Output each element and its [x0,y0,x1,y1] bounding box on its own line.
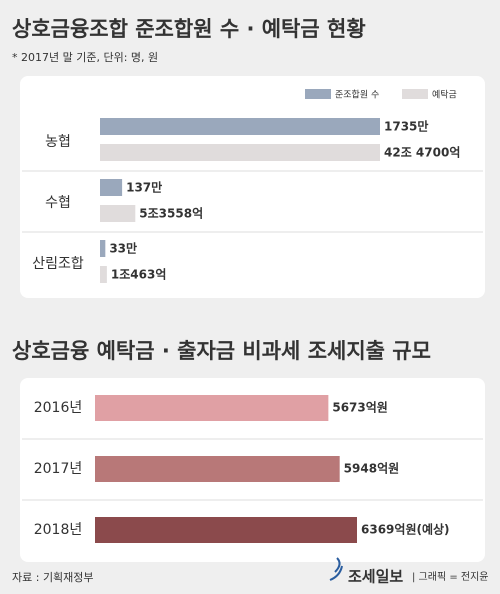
brand: 조세일보 [348,568,403,586]
chart-subtitle: * 2017년 말 기준, 단위: 명, 원 [12,51,158,64]
value-label: 5948억원 [344,462,399,476]
source: 자료 : 기획재정부 [12,571,94,584]
value-label: 1조463억 [111,268,166,282]
bar [100,266,107,283]
bar [100,240,106,257]
category-label: 수협 [45,195,71,211]
legend-label: 예탁금 [432,89,457,101]
value-label: 33만 [109,241,137,256]
bar [95,395,329,421]
bar [100,144,380,161]
logo-mark [329,557,343,581]
bar [95,517,357,543]
chart-title: 상호금융 예탁금 · 출자금 비과세 조세지출 규모 [12,339,431,363]
value-label: 137만 [126,180,162,195]
category-label: 농협 [45,134,71,150]
panel [20,76,485,298]
bar [100,205,136,222]
legend-swatch [305,89,331,99]
value-label: 5조3558억 [139,207,203,221]
bar [95,456,340,482]
category-label: 2016년 [34,400,83,416]
category-label: 산림조합 [32,256,84,272]
category-label: 2017년 [34,461,83,477]
legend-label: 준조합원 수 [335,90,379,101]
legend-swatch [402,89,428,99]
category-label: 2018년 [34,522,83,538]
value-label: 1735만 [384,119,428,134]
value-label: 5673억원 [332,401,387,415]
value-label: 42조 4700억 [384,146,460,160]
bar [100,179,123,196]
value-label: 6369억원(예상) [361,522,450,537]
credit: | 그래픽 = 전지윤 [412,571,488,583]
chart-title: 상호금융조합 준조합원 수 · 예탁금 현황 [12,17,366,41]
bar [100,118,380,135]
